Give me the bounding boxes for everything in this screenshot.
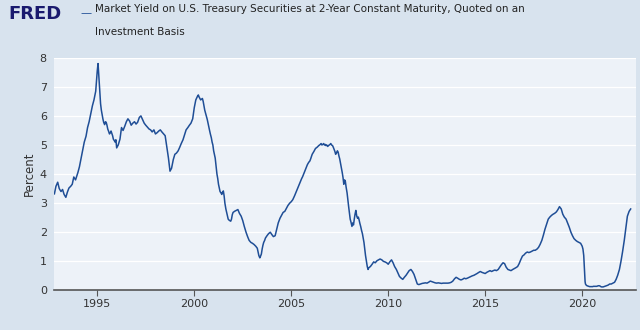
Text: Market Yield on U.S. Treasury Securities at 2-Year Constant Maturity, Quoted on : Market Yield on U.S. Treasury Securities…: [95, 4, 524, 14]
Text: —: —: [80, 8, 91, 18]
Text: Investment Basis: Investment Basis: [95, 27, 184, 37]
Text: FRED: FRED: [8, 5, 61, 23]
Y-axis label: Percent: Percent: [22, 152, 35, 196]
